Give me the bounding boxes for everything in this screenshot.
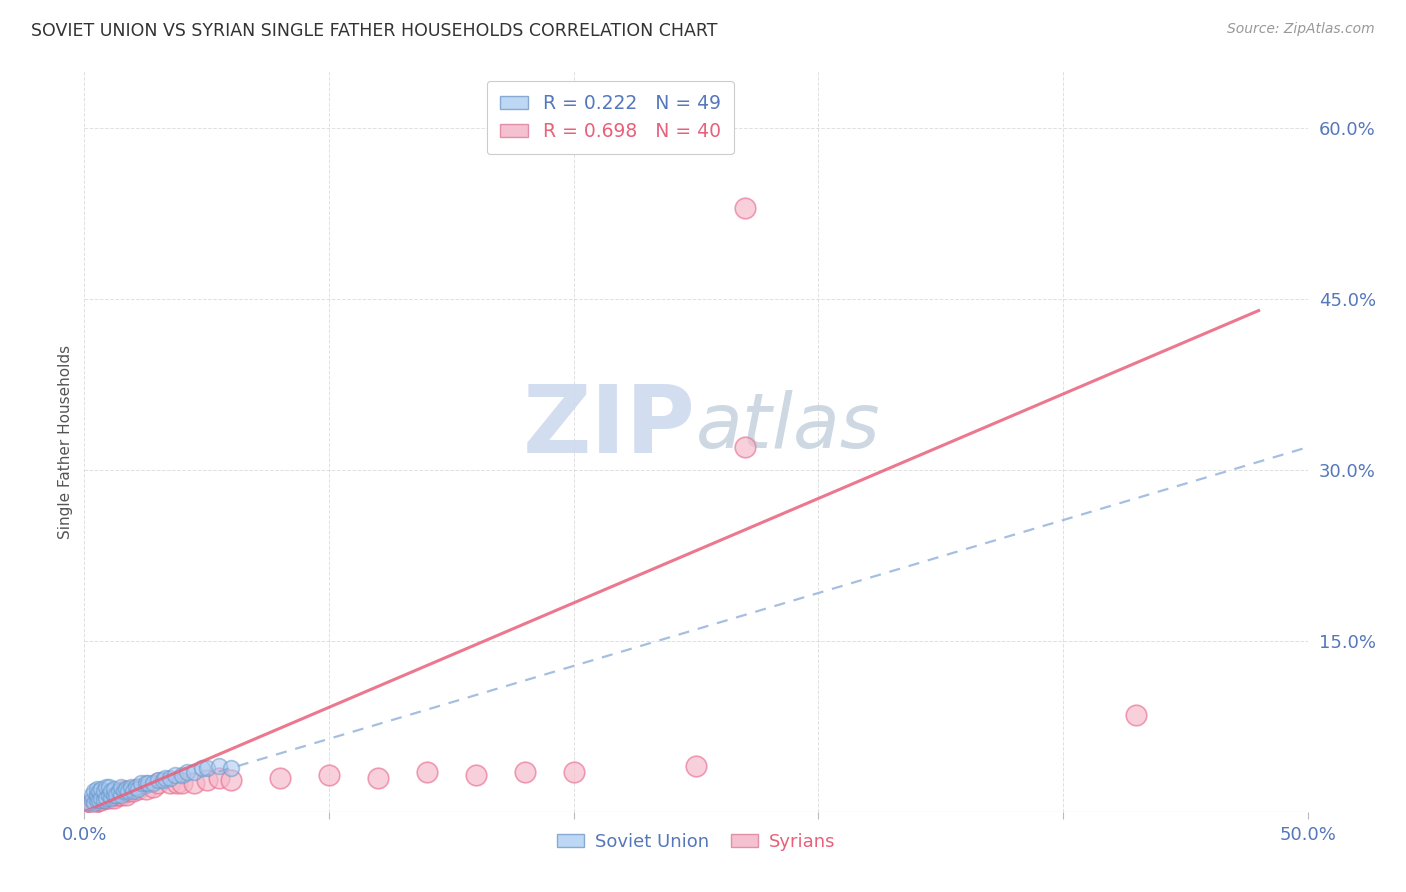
Point [100,788,122,802]
Point [135,781,157,796]
Point [208,771,231,785]
Point [96,791,118,805]
Point [87,784,110,798]
Point [93,793,115,807]
Point [734,201,756,215]
Point [146,772,169,787]
Point [127,781,149,796]
Point [103,781,125,796]
Point [110,788,132,802]
Point [112,784,135,798]
Point [163,768,186,782]
Point [86,793,108,807]
Point [110,788,132,802]
Point [129,776,152,790]
Point [90,781,112,796]
Point [142,780,165,794]
Point [269,771,291,785]
Point [90,793,112,807]
Point [176,764,198,779]
Point [166,776,188,790]
Point [195,761,218,775]
Point [135,776,157,790]
Point [103,791,125,805]
Point [110,780,132,794]
Point [80,796,103,810]
Point [80,793,103,807]
Text: ZIP: ZIP [523,381,696,473]
Point [159,776,181,790]
Point [90,791,112,805]
Point [97,788,120,802]
Point [87,793,110,807]
Point [562,764,585,779]
Point [86,788,108,802]
Point [416,764,439,779]
Point [77,796,100,810]
Point [219,772,242,787]
Point [172,768,194,782]
Point [86,793,108,807]
Point [122,784,145,798]
Text: Source: ZipAtlas.com: Source: ZipAtlas.com [1227,22,1375,37]
Point [127,781,149,796]
Point [105,788,128,802]
Point [195,772,218,787]
Point [183,764,205,779]
Point [107,784,129,798]
Point [125,780,148,794]
Point [100,791,122,805]
Point [172,776,194,790]
Point [103,788,125,802]
Point [83,784,105,798]
Point [367,771,389,785]
Point [513,764,536,779]
Point [318,768,340,782]
Point [80,788,103,802]
Point [97,780,120,794]
Point [146,776,169,790]
Point [208,759,231,773]
Point [93,784,115,798]
Point [115,788,138,802]
Point [115,781,138,796]
Point [159,771,181,785]
Point [93,791,115,805]
Point [136,776,159,790]
Point [97,791,120,805]
Point [83,796,105,810]
Point [117,784,139,798]
Point [96,791,118,805]
Point [77,799,100,814]
Point [96,780,118,794]
Point [112,784,135,798]
Point [87,793,110,807]
Legend: Soviet Union, Syrians: Soviet Union, Syrians [550,826,842,858]
Point [183,776,205,790]
Text: atlas: atlas [696,390,880,464]
Point [142,776,165,790]
Point [105,788,128,802]
Point [107,788,129,802]
Text: SOVIET UNION VS SYRIAN SINGLE FATHER HOUSEHOLDS CORRELATION CHART: SOVIET UNION VS SYRIAN SINGLE FATHER HOU… [31,22,717,40]
Point [83,796,105,810]
Point [191,761,214,775]
Point [117,784,139,798]
Point [734,440,756,454]
Point [86,781,108,796]
Point [1125,707,1147,722]
Point [685,759,707,773]
Point [152,772,174,787]
Point [122,784,145,798]
Y-axis label: Single Father Households: Single Father Households [58,344,73,539]
Point [100,784,122,798]
Point [219,761,242,775]
Point [120,780,142,794]
Point [464,768,486,782]
Point [153,771,176,785]
